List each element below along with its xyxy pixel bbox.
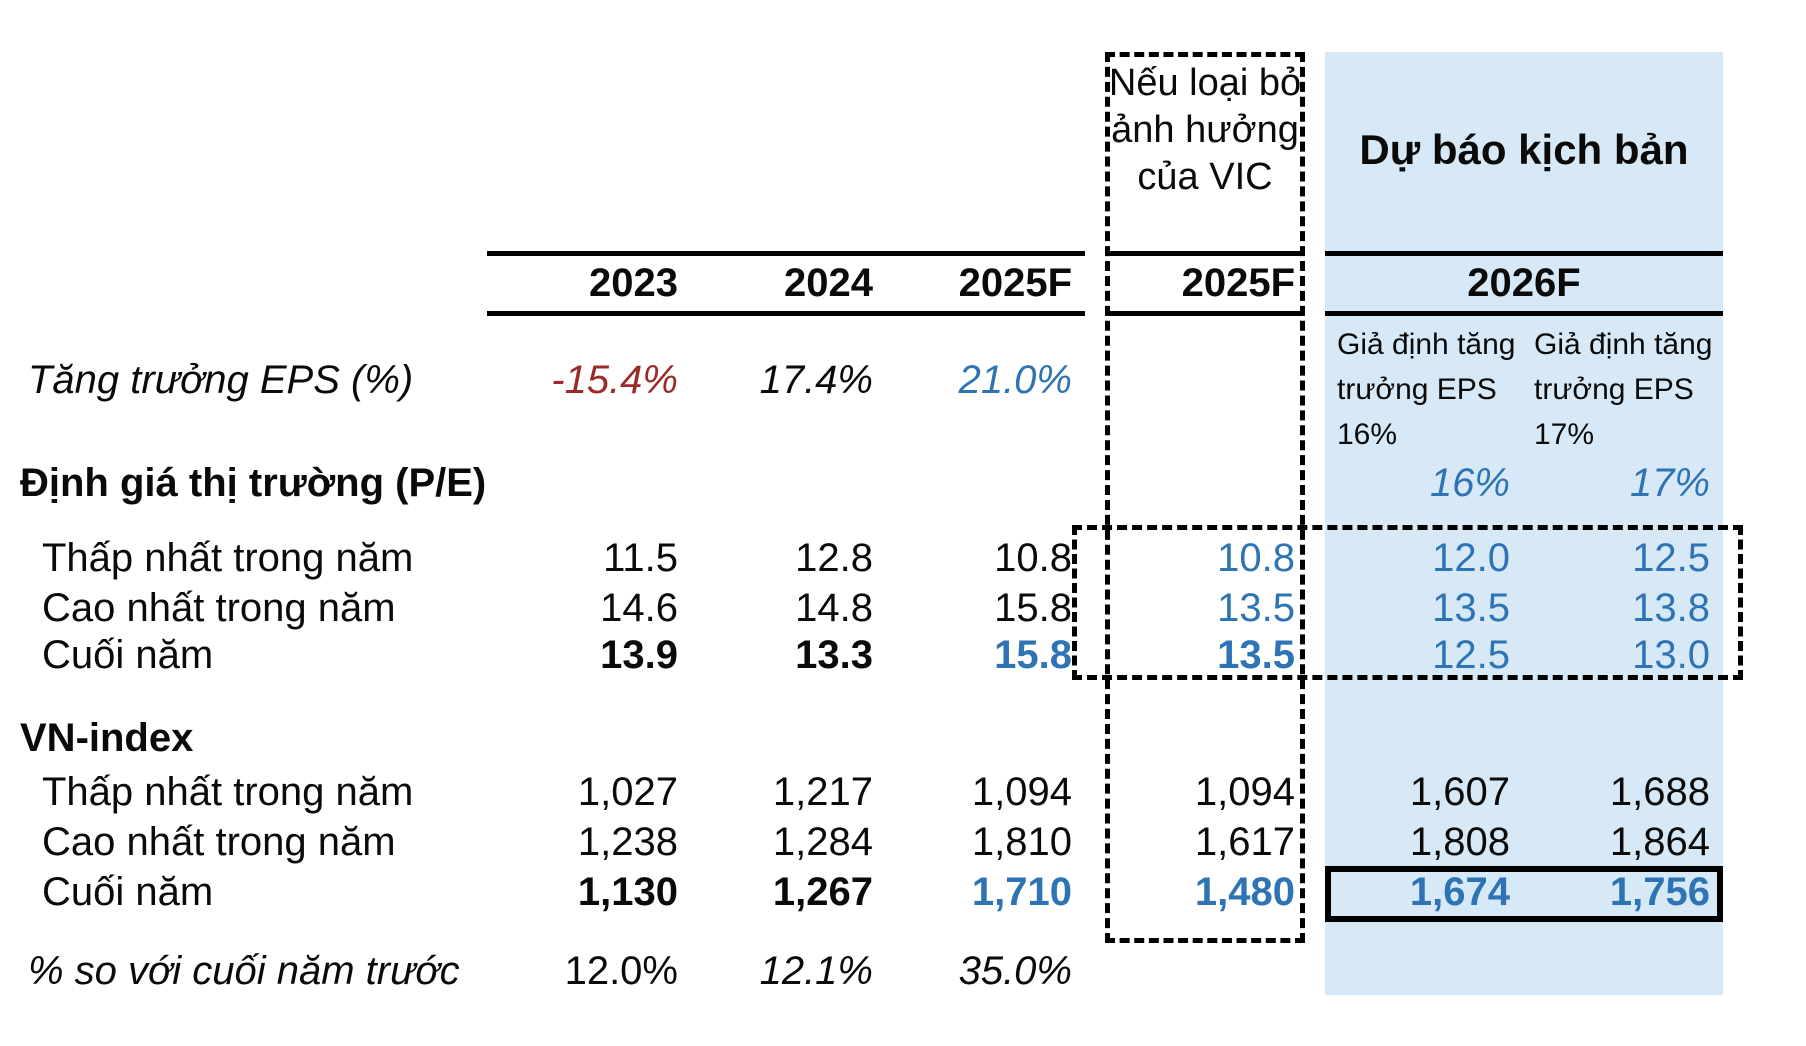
column-header-2025f: 2025F bbox=[958, 261, 1072, 305]
pe-low-2025f: 10.8 bbox=[994, 536, 1072, 580]
pe-low-2024: 12.8 bbox=[795, 536, 873, 580]
pe-high-s16: 13.5 bbox=[1432, 586, 1510, 630]
vic-column-note: Nếu loại bỏ ảnh hưởng của VIC bbox=[1108, 62, 1302, 198]
pe-low-s17: 12.5 bbox=[1632, 536, 1710, 580]
column-header-vic-2025f: 2025F bbox=[1181, 261, 1295, 305]
vic-column-dashed-box bbox=[1105, 52, 1305, 943]
assumption-eps-17-header: Giả định tăng trưởng EPS 17% bbox=[1534, 328, 1713, 451]
header-rule-top-scenario bbox=[1325, 251, 1723, 256]
pct-change-2025f: 35.0% bbox=[958, 949, 1072, 993]
vn-high-s17: 1,864 bbox=[1609, 820, 1710, 864]
vn-low-s17: 1,688 bbox=[1609, 770, 1710, 814]
eps-growth-2025f: 21.0% bbox=[958, 358, 1072, 402]
vn-high-s16: 1,808 bbox=[1409, 820, 1510, 864]
pe-low-2023: 11.5 bbox=[603, 536, 678, 580]
eps-growth-2024: 17.4% bbox=[759, 358, 873, 402]
pe-close-s16: 12.5 bbox=[1432, 633, 1510, 677]
vn-close-2024: 1,267 bbox=[772, 870, 873, 914]
pe-close-s17: 13.0 bbox=[1632, 633, 1710, 677]
pe-assumption-16: 16% bbox=[1429, 461, 1510, 505]
vn-close-2025f: 1,710 bbox=[971, 870, 1072, 914]
vn-high-2023: 1,238 bbox=[577, 820, 678, 864]
vn-high-2024: 1,284 bbox=[772, 820, 873, 864]
vn-close-2023: 1,130 bbox=[577, 870, 678, 914]
column-header-2023: 2023 bbox=[589, 261, 678, 305]
row-label-vn-low: Thấp nhất trong năm bbox=[42, 770, 414, 814]
pct-change-2024: 12.1% bbox=[759, 949, 873, 993]
vn-close-vic: 1,480 bbox=[1194, 870, 1295, 914]
assumption-eps-16-header: Giả định tăng trưởng EPS 16% bbox=[1337, 328, 1516, 451]
header-rule-bottom-vic bbox=[1108, 311, 1302, 316]
row-label-pe-close: Cuối năm bbox=[42, 633, 214, 677]
vn-close-s17: 1,756 bbox=[1609, 870, 1710, 914]
vn-low-s16: 1,607 bbox=[1409, 770, 1510, 814]
scenario-title: Dự báo kịch bản bbox=[1359, 126, 1689, 173]
header-rule-bottom-main bbox=[487, 311, 1085, 316]
column-header-2024: 2024 bbox=[784, 261, 873, 305]
row-label-pe-high: Cao nhất trong năm bbox=[42, 586, 396, 630]
row-label-vnindex-section: VN-index bbox=[20, 716, 194, 760]
pe-high-2025f: 15.8 bbox=[994, 586, 1072, 630]
row-label-vn-high: Cao nhất trong năm bbox=[42, 820, 396, 864]
row-label-vn-close: Cuối năm bbox=[42, 870, 214, 914]
row-label-eps-growth: Tăng trưởng EPS (%) bbox=[28, 358, 414, 402]
pe-close-vic: 13.5 bbox=[1217, 633, 1295, 677]
vn-high-2025f: 1,810 bbox=[971, 820, 1072, 864]
row-label-pe-section: Định giá thị trường (P/E) bbox=[20, 461, 487, 505]
vn-low-vic: 1,094 bbox=[1194, 770, 1295, 814]
pe-low-s16: 12.0 bbox=[1432, 536, 1510, 580]
vn-close-forecast-box bbox=[1325, 866, 1723, 922]
vn-high-vic: 1,617 bbox=[1194, 820, 1295, 864]
pe-high-2024: 14.8 bbox=[795, 586, 873, 630]
pe-close-2024: 13.3 bbox=[795, 633, 873, 677]
header-rule-top-vic bbox=[1108, 251, 1302, 256]
header-rule-top-main bbox=[487, 251, 1085, 256]
row-label-pct-change: % so với cuối năm trước bbox=[28, 949, 460, 993]
vn-low-2024: 1,217 bbox=[772, 770, 873, 814]
eps-growth-2023: -15.4% bbox=[551, 358, 678, 402]
column-header-2026f: 2026F bbox=[1467, 261, 1581, 305]
vn-close-s16: 1,674 bbox=[1409, 870, 1510, 914]
pe-assumption-17: 17% bbox=[1629, 461, 1710, 505]
pe-high-s17: 13.8 bbox=[1632, 586, 1710, 630]
pe-close-2023: 13.9 bbox=[600, 633, 678, 677]
pe-high-2023: 14.6 bbox=[600, 586, 678, 630]
row-label-pe-low: Thấp nhất trong năm bbox=[42, 536, 414, 580]
pct-change-2023: 12.0% bbox=[564, 949, 678, 993]
vn-low-2025f: 1,094 bbox=[971, 770, 1072, 814]
pe-low-vic: 10.8 bbox=[1217, 536, 1295, 580]
pe-forecast-dashed-box bbox=[1072, 525, 1743, 680]
scenario-highlight-panel bbox=[1325, 52, 1723, 995]
header-rule-bottom-scenario bbox=[1325, 311, 1723, 316]
pe-close-2025f: 15.8 bbox=[994, 633, 1072, 677]
vn-low-2023: 1,027 bbox=[577, 770, 678, 814]
pe-high-vic: 13.5 bbox=[1217, 586, 1295, 630]
